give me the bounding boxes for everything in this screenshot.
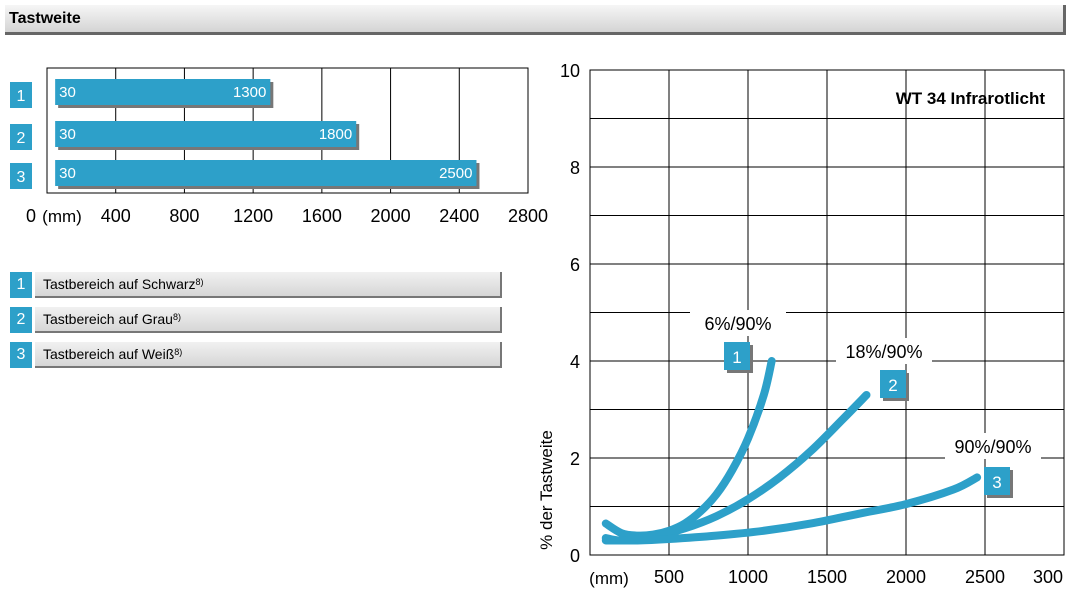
bar-start-label: 30 (59, 84, 76, 101)
legend-item-3: 3 Tastbereich auf Weiß8) (10, 340, 502, 370)
line-y-tick-label: 4 (570, 352, 580, 372)
legend-number: 1 (10, 272, 32, 298)
legend-item-2: 2 Tastbereich auf Grau8) (10, 305, 502, 335)
line-x-tick-label: 500 (654, 567, 684, 587)
bar-start-label: 30 (59, 165, 76, 182)
line-x-axis-label: (mm) (589, 569, 629, 588)
series-num-label: 2 (888, 376, 897, 395)
series-label: 90%/90% (954, 437, 1031, 457)
legend-item-1: 1 Tastbereich auf Schwarz8) (10, 270, 502, 300)
line-x-tick-label: 2000 (886, 567, 926, 587)
legend-label-text: Tastbereich auf Grau (43, 311, 173, 327)
bar-category-label: 1 (17, 88, 26, 105)
series-num-box (984, 467, 1010, 495)
line-chart-title: WT 34 Infrarotlicht (896, 89, 1046, 108)
series-num-label: 1 (732, 348, 741, 367)
line-series-3 (601, 473, 982, 545)
bar-x-tick-label: 2400 (439, 206, 479, 226)
series-label-bg (690, 310, 786, 336)
line-y-axis-label: % der Tastweite (537, 430, 556, 550)
bar-x-tick-label: 1600 (302, 206, 342, 226)
legend-footnote: 8) (174, 347, 183, 357)
legend-label-text: Tastbereich auf Schwarz (43, 276, 196, 292)
bar (55, 160, 477, 186)
bar-category-box (10, 163, 32, 189)
bar-x-unit: (mm) (42, 207, 82, 226)
line-x-tick-label: 300 (1033, 567, 1063, 587)
series-label-bg (945, 433, 1041, 459)
bar-x-tick-label: 400 (101, 206, 131, 226)
bar-x-tick-label: 0 (26, 206, 36, 226)
bar-category-box (10, 124, 32, 150)
legend-label: Tastbereich auf Weiß8) (35, 342, 502, 368)
bar-x-tick-label: 2000 (371, 206, 411, 226)
series-label-bg (836, 338, 932, 364)
series-num-box (724, 342, 750, 370)
bar (55, 121, 357, 147)
line-y-tick-label: 2 (570, 449, 580, 469)
line-x-tick-label: 2500 (965, 567, 1005, 587)
legend-number: 3 (10, 342, 32, 368)
line-y-tick-label: 8 (570, 158, 580, 178)
legend-label: Tastbereich auf Schwarz8) (35, 272, 502, 298)
bar-plot-frame (46, 67, 529, 194)
section-header: Tastweite (5, 5, 1066, 35)
legend-label: Tastbereich auf Grau8) (35, 307, 502, 333)
line-x-tick-label: 1500 (807, 567, 847, 587)
series-label: 6%/90% (704, 314, 771, 334)
bar-value-label: 1300 (233, 84, 266, 101)
bar-x-tick-label: 800 (169, 206, 199, 226)
series-label: 18%/90% (845, 342, 922, 362)
line-x-tick-label: 1000 (728, 567, 768, 587)
legend-label-text: Tastbereich auf Weiß (43, 346, 175, 362)
bar (55, 79, 271, 105)
bar-value-label: 1800 (319, 126, 352, 143)
line-y-tick-label: 0 (570, 546, 580, 566)
bar-category-label: 2 (17, 130, 26, 147)
bar-category-box (10, 82, 32, 108)
legend-footnote: 8) (195, 277, 204, 287)
line-y-tick-label: 6 (570, 255, 580, 275)
bar-start-label: 30 (59, 126, 76, 143)
legend-footnote: 8) (172, 312, 181, 322)
bar-x-tick-label: 2800 (508, 206, 548, 226)
line-y-tick-label: 10 (560, 61, 580, 81)
bar-x-tick-label: 1200 (233, 206, 273, 226)
bar-value-label: 2500 (439, 165, 472, 182)
bar-category-label: 3 (17, 169, 26, 186)
line-series-1 (601, 357, 776, 540)
series-num-label: 3 (992, 473, 1001, 492)
series-num-box (880, 370, 906, 398)
section-title: Tastweite (9, 10, 81, 27)
legend-number: 2 (10, 307, 32, 333)
